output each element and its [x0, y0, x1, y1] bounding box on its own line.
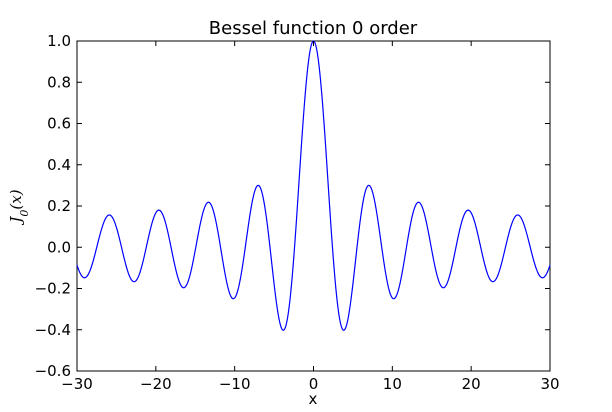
- y-tick-label: −0.2: [35, 280, 71, 298]
- y-tick-label: −0.6: [35, 362, 71, 380]
- x-ticks: −30 −20 −10 0 10 20 30: [61, 41, 560, 393]
- x-axis-label: x: [309, 390, 318, 408]
- x-tick-label: 30: [540, 375, 559, 393]
- y-tick-label: 0.6: [47, 115, 71, 133]
- x-tick-label: 0: [309, 375, 319, 393]
- x-tick-label: 20: [462, 375, 481, 393]
- x-tick-label: −10: [219, 375, 251, 393]
- x-tick-label: 10: [383, 375, 402, 393]
- x-tick-label: −30: [61, 375, 93, 393]
- axes-frame: [76, 40, 551, 372]
- y-tick-label: 0.4: [47, 156, 71, 174]
- x-tick-label: −20: [140, 375, 172, 393]
- y-tick-label: 0.2: [47, 197, 71, 215]
- y-tick-label: −0.4: [35, 321, 71, 339]
- chart-title: Bessel function 0 order: [209, 18, 418, 39]
- y-axis-label: J0(x): [7, 189, 31, 225]
- y-ticks: −0.6 −0.4 −0.2 0.0 0.2 0.4 0.6 0.8 1.0: [35, 32, 550, 380]
- plot-area: [76, 40, 551, 372]
- y-tick-label: 1.0: [47, 32, 71, 50]
- y-tick-label: 0.0: [47, 238, 71, 256]
- y-tick-label: 0.8: [47, 73, 71, 91]
